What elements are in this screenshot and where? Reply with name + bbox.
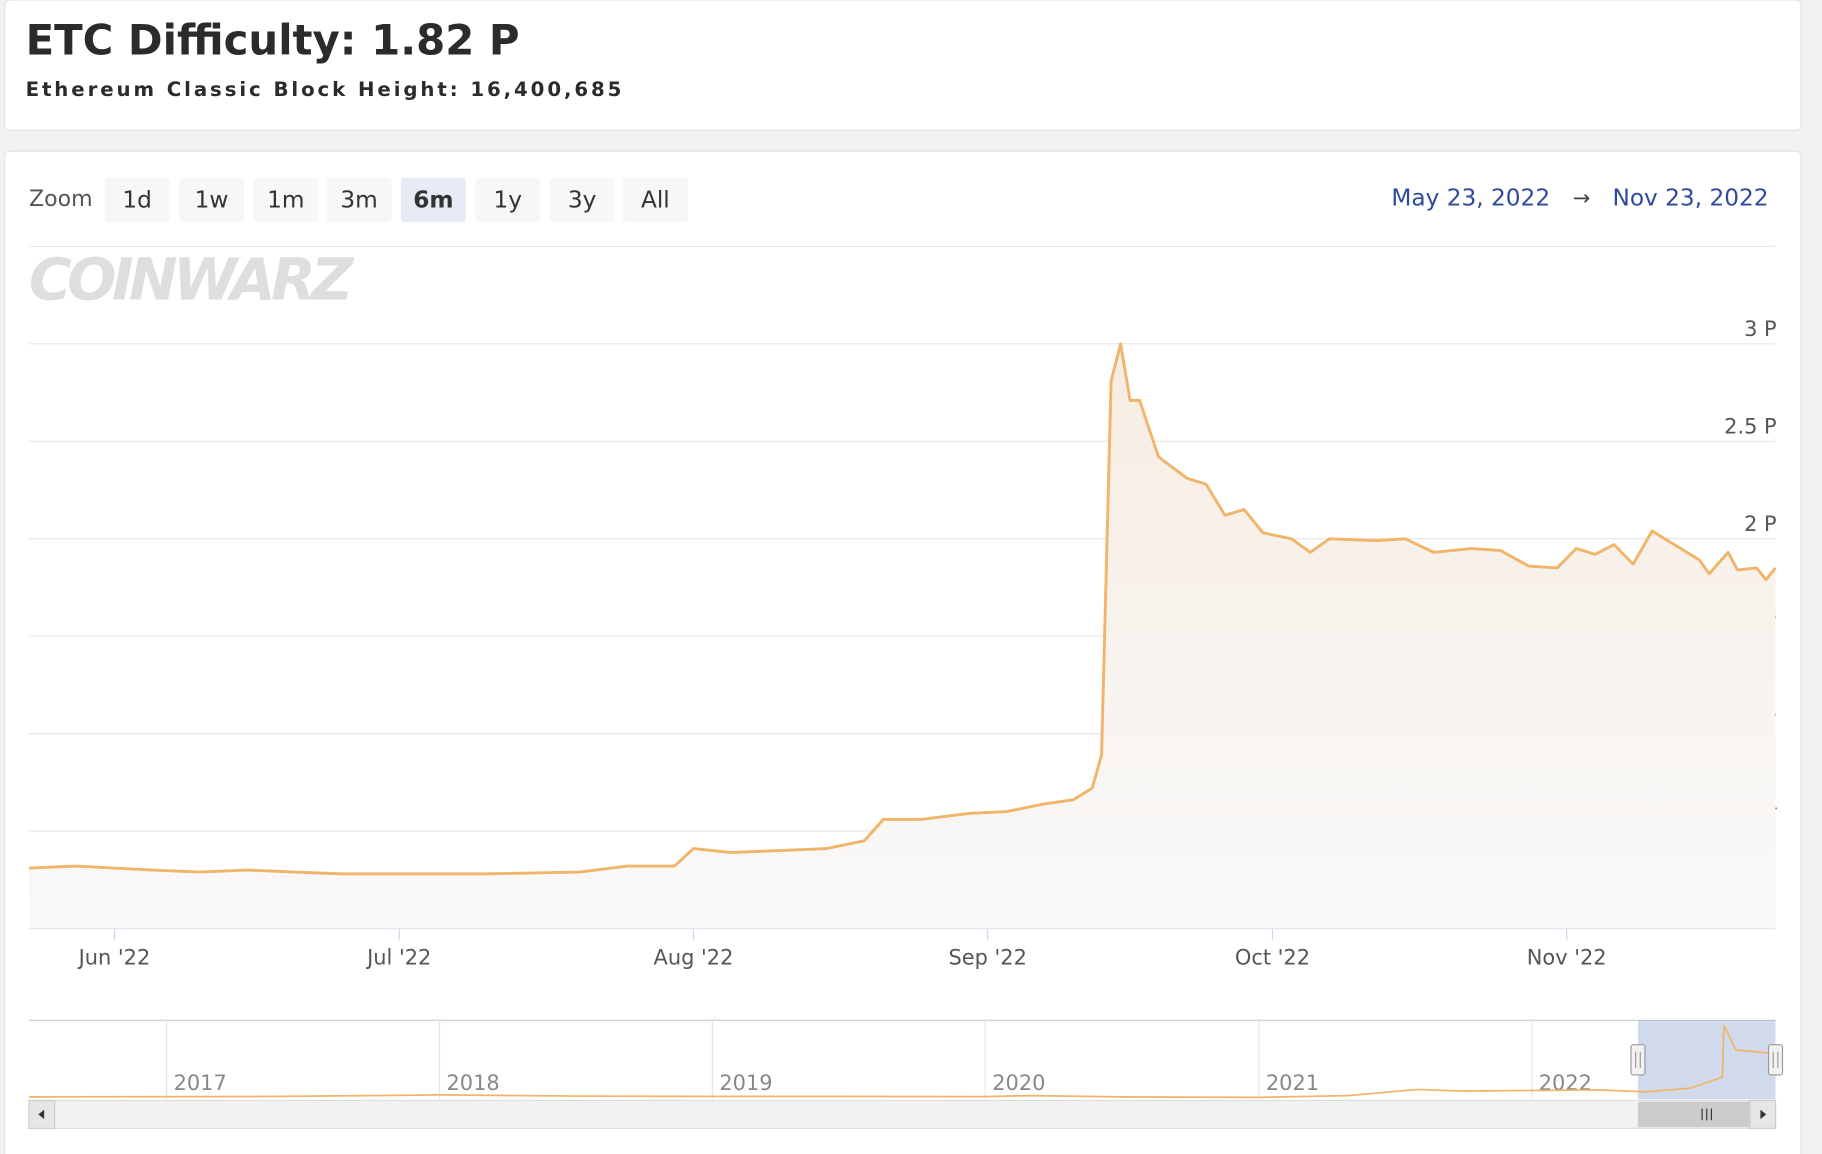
line	[28, 342, 1777, 876]
range-arrow: →	[1573, 186, 1591, 210]
navigator-line	[29, 1024, 1776, 1099]
zoom-button[interactable]	[253, 177, 319, 223]
zoom-button-label[interactable]: 1m	[267, 187, 304, 214]
header-card	[4, 0, 1802, 131]
watermark: COINWARZ	[29, 246, 354, 314]
navigator-handle-grip	[1635, 1051, 1641, 1068]
zoom-button-label[interactable]: 3m	[340, 187, 377, 214]
scrollbar-grip	[1701, 1108, 1712, 1121]
x-tick-label: Sep '22	[949, 946, 1027, 970]
navigator-tick-label: 2020	[992, 1071, 1045, 1095]
y-tick-label: 3 P	[1744, 317, 1777, 341]
range-end[interactable]: Nov 23, 2022	[1612, 184, 1768, 211]
navigator-tick-label: 2021	[1266, 1071, 1319, 1095]
zoom-button-label[interactable]: 1w	[195, 187, 229, 214]
zoom-label: Zoom	[29, 187, 93, 212]
zoom-button-label[interactable]: All	[641, 187, 670, 214]
subtitle: Ethereum Classic Block Height: 16,400,68…	[26, 78, 625, 101]
navigator-selection[interactable]	[1637, 1020, 1776, 1100]
navigator-tick-label: 2022	[1539, 1071, 1592, 1095]
zoom-button[interactable]	[326, 177, 392, 223]
zoom-button-label[interactable]: 1y	[494, 187, 523, 214]
y-tick-label: 2.5 P	[1724, 414, 1777, 438]
zoom-button[interactable]	[475, 177, 541, 223]
x-tick-label: Oct '22	[1235, 946, 1310, 970]
zoom-button[interactable]	[104, 177, 170, 223]
navigator-handle[interactable]	[1767, 1044, 1784, 1076]
scroll-left-arrow	[38, 1109, 45, 1120]
y-tick-label: 2 P	[1744, 512, 1777, 536]
navigator-tick-label: 2019	[719, 1071, 772, 1095]
title: ETC Difficulty: 1.82 P	[26, 16, 520, 65]
navigator-handle[interactable]	[1630, 1044, 1646, 1076]
navigator: 2017 2018 2019 2020 2021 2022	[28, 1019, 1784, 1129]
x-tick-label: Jul '22	[365, 946, 431, 970]
scroll-right-arrow	[1760, 1109, 1767, 1120]
x-tick-label: Nov '22	[1527, 946, 1607, 970]
x-tick-label: Aug '22	[654, 946, 734, 970]
area	[29, 343, 1776, 929]
zoom-buttons: 1d 1w 1m 3m 6m 1y 3y All	[104, 177, 688, 223]
zoom-button[interactable]	[549, 177, 615, 223]
zoom-button[interactable]	[178, 177, 245, 223]
navigator-tick-label: 2018	[446, 1071, 499, 1095]
zoom-button-label[interactable]: 6m	[413, 187, 453, 214]
zoom-button-label[interactable]: 1d	[122, 187, 152, 214]
zoom-button[interactable]	[400, 177, 466, 223]
range-start[interactable]: May 23, 2022	[1391, 184, 1550, 211]
x-tick-label: Jun '22	[77, 946, 151, 970]
zoom-button[interactable]	[622, 177, 688, 223]
scrollbar-track	[28, 1099, 1777, 1129]
navigator-tick-label: 2017	[174, 1071, 227, 1095]
navigator-handle-grip	[1772, 1051, 1779, 1068]
zoom-button-label[interactable]: 3y	[568, 187, 597, 214]
